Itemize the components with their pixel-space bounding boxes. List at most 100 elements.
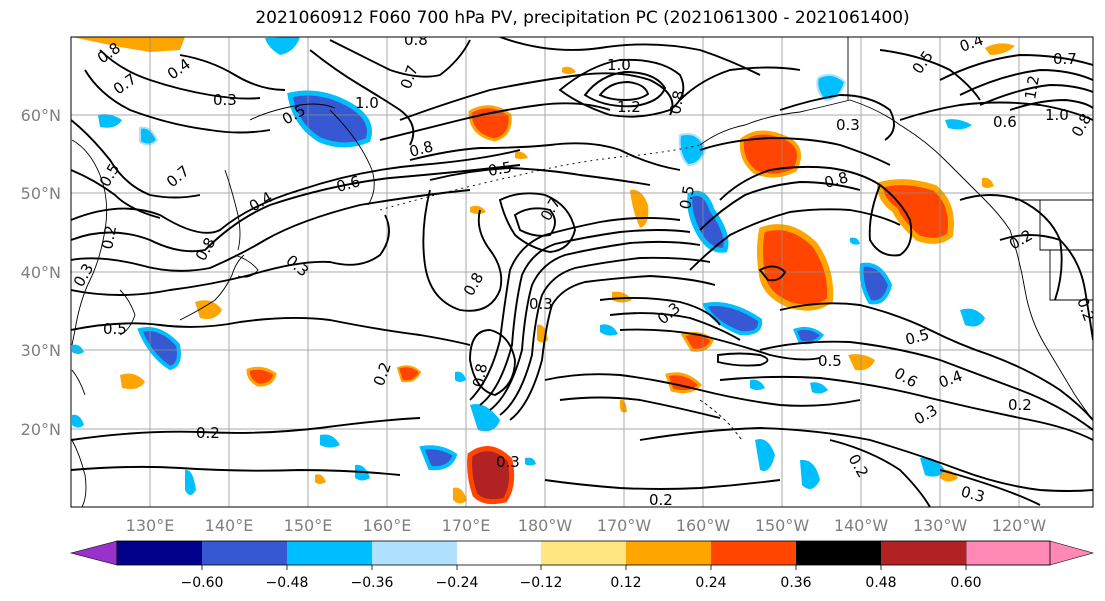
anomaly-patch	[320, 434, 340, 448]
pv-contour	[71, 119, 201, 199]
precipitation-shading	[72, 37, 1015, 505]
colorbar-segment	[881, 541, 966, 565]
colorbar-tick-label: 0.12	[610, 575, 641, 591]
coastline-sakhalin	[224, 169, 241, 251]
coastline-china	[71, 369, 86, 396]
contour-label: 0.5	[903, 325, 931, 349]
anomaly-patch	[800, 459, 820, 489]
anomaly-patch	[920, 457, 945, 477]
anomaly-patch	[453, 487, 467, 504]
pv-contour	[879, 49, 981, 101]
contour-label: 0.8	[404, 31, 428, 49]
anomaly-patch	[985, 43, 1015, 55]
anomaly-patch	[525, 457, 536, 466]
pv-contour	[479, 229, 691, 406]
anomaly-patch	[139, 126, 159, 146]
lat-label: 40°N	[21, 263, 61, 282]
contour-label: 0.8	[469, 362, 491, 389]
pv-contour	[999, 234, 1093, 341]
pv-contour	[939, 54, 1093, 81]
pv-contour	[679, 66, 801, 101]
lon-label: 170°W	[597, 516, 652, 535]
lon-label: 140°E	[205, 516, 254, 535]
pv-contour	[559, 396, 721, 419]
pv-contour	[598, 81, 650, 101]
anomaly-patch	[195, 300, 222, 319]
colorbar-tick-label: 0.60	[950, 575, 981, 591]
coastline-philippines	[71, 439, 87, 507]
pv-contour	[699, 137, 891, 166]
coastline-alaska-south	[849, 99, 1011, 231]
anomaly-patch	[515, 151, 528, 159]
colorbar-tick-label: 0.48	[865, 575, 896, 591]
pv-contour	[71, 164, 521, 253]
anomaly-patch	[455, 371, 466, 382]
anomaly-patch	[945, 119, 972, 130]
colorbar-tick-label: −0.12	[520, 575, 563, 591]
contour-label: 0.3	[836, 116, 860, 134]
pv-contour	[979, 84, 1093, 106]
border-states	[1039, 200, 1093, 301]
lon-label: 150°W	[755, 516, 810, 535]
pv-contour	[84, 69, 271, 134]
colorbar-ticks	[201, 565, 967, 570]
anomaly-patch	[982, 177, 994, 188]
anomaly-patch	[960, 308, 985, 327]
contour-label: 0.6	[334, 172, 362, 196]
coastline-kamchatka	[329, 109, 375, 206]
pv-contour	[717, 352, 769, 367]
anomaly-patch	[755, 439, 775, 471]
colorbar-frame	[116, 540, 1051, 566]
colorbar-segment	[202, 541, 287, 565]
contour-label: 0.8	[666, 89, 688, 116]
pv-contour	[469, 216, 681, 401]
pv-contour	[689, 208, 901, 271]
pv-contour	[71, 465, 401, 476]
contour-label: 0.5	[676, 184, 698, 211]
coastline-na-west	[1009, 229, 1093, 421]
pv-contour	[544, 479, 781, 490]
pv-contour	[619, 328, 821, 361]
contour-label: 0.2	[1008, 396, 1032, 414]
pv-contour	[759, 340, 1093, 431]
anomaly-patch	[185, 469, 196, 495]
pv-contours	[71, 37, 1093, 507]
colorbar-tick-label: −0.60	[181, 575, 224, 591]
contour-label: 0.8	[407, 137, 435, 161]
colorbar-tick-label: 0.24	[695, 575, 726, 591]
coastlines	[71, 37, 1093, 507]
contour-label: 0.3	[529, 295, 553, 313]
colorbar-tick-label: 0.36	[780, 575, 811, 591]
anomaly-patch	[750, 379, 765, 390]
pv-contour	[719, 375, 1093, 441]
pv-contour	[583, 71, 667, 108]
anomaly-patch	[315, 474, 326, 484]
pv-contour	[71, 149, 521, 234]
anomaly-patch	[562, 66, 576, 74]
pv-contour	[699, 181, 861, 231]
colorbar: −0.60 −0.48 −0.36 −0.24 −0.12 0.12 0.24 …	[69, 540, 1095, 591]
pv-contour	[1009, 99, 1093, 111]
contour-label: 0.6	[993, 113, 1017, 131]
anomaly-patch	[600, 324, 618, 336]
pv-contour	[179, 54, 286, 91]
pv-contour	[939, 469, 1041, 506]
pv-contour	[959, 69, 1093, 96]
anomaly-patch	[246, 366, 277, 387]
pv-contour	[779, 302, 1093, 421]
pv-contour	[899, 101, 1093, 121]
anomaly-patch	[120, 373, 145, 390]
anomaly-patch	[72, 414, 84, 428]
pv-contour	[758, 265, 787, 282]
pv-contour	[422, 189, 503, 312]
contour-label: 0.2	[196, 424, 220, 442]
pv-contour	[399, 72, 674, 121]
anomaly-patch	[792, 326, 825, 345]
pv-contour	[71, 214, 390, 296]
pv-contour	[71, 316, 471, 346]
contour-label: 1.2	[1021, 74, 1043, 101]
contour-label: 0.3	[959, 482, 987, 506]
pv-contour	[868, 184, 913, 257]
pv-contour	[959, 194, 1063, 301]
lon-label: 150°E	[284, 516, 333, 535]
